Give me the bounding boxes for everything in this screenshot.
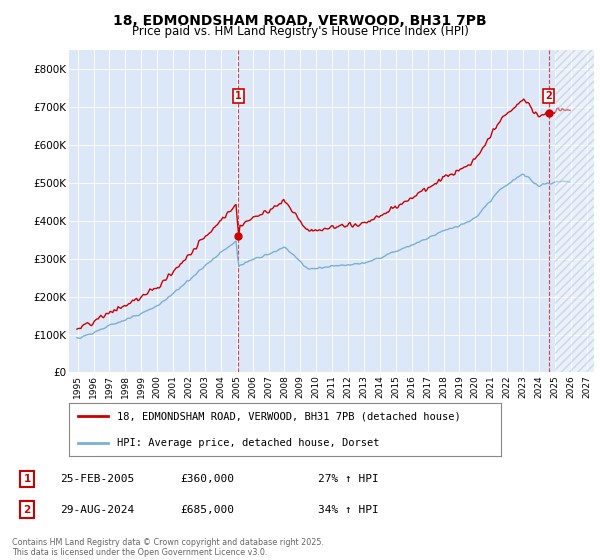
Text: 27% ↑ HPI: 27% ↑ HPI <box>318 474 379 484</box>
Text: Price paid vs. HM Land Registry's House Price Index (HPI): Price paid vs. HM Land Registry's House … <box>131 25 469 38</box>
Text: Contains HM Land Registry data © Crown copyright and database right 2025.
This d: Contains HM Land Registry data © Crown c… <box>12 538 324 557</box>
Text: 1: 1 <box>23 474 31 484</box>
Text: £685,000: £685,000 <box>180 505 234 515</box>
Text: 29-AUG-2024: 29-AUG-2024 <box>60 505 134 515</box>
Text: 18, EDMONDSHAM ROAD, VERWOOD, BH31 7PB: 18, EDMONDSHAM ROAD, VERWOOD, BH31 7PB <box>113 14 487 28</box>
Text: 18, EDMONDSHAM ROAD, VERWOOD, BH31 7PB (detached house): 18, EDMONDSHAM ROAD, VERWOOD, BH31 7PB (… <box>116 412 460 422</box>
Text: 2: 2 <box>23 505 31 515</box>
Text: £360,000: £360,000 <box>180 474 234 484</box>
Text: 1: 1 <box>235 91 242 101</box>
Text: 34% ↑ HPI: 34% ↑ HPI <box>318 505 379 515</box>
Bar <box>555 50 595 372</box>
Text: 25-FEB-2005: 25-FEB-2005 <box>60 474 134 484</box>
Text: 2: 2 <box>545 91 552 101</box>
Text: HPI: Average price, detached house, Dorset: HPI: Average price, detached house, Dors… <box>116 438 379 448</box>
